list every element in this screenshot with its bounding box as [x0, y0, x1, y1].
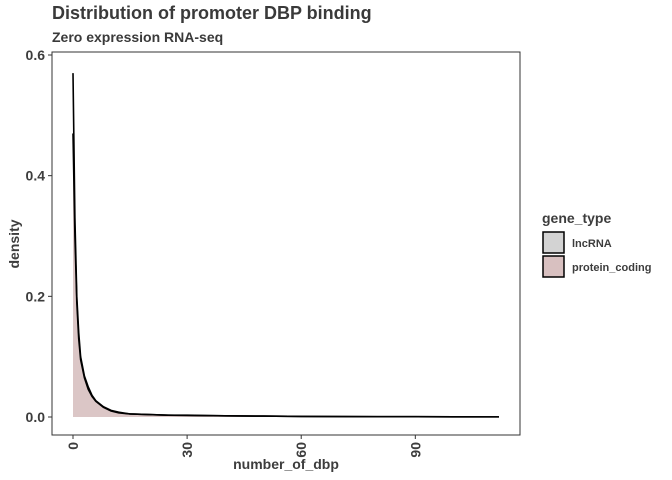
y-tick-label: 0.6 — [26, 47, 46, 63]
x-tick-label: 30 — [179, 442, 195, 458]
series-area-protein-coding — [73, 133, 499, 417]
x-axis: 0 30 60 90 — [65, 435, 423, 458]
y-tick-label: 0.4 — [26, 168, 46, 184]
x-tick-label: 90 — [407, 442, 423, 458]
y-axis-title: density — [6, 219, 22, 268]
y-tick-label: 0.2 — [26, 288, 46, 304]
series-line-protein-coding — [72, 133, 500, 418]
y-tick-label: 0.0 — [26, 409, 46, 425]
x-tick-label: 60 — [293, 442, 309, 458]
series-lines — [72, 73, 500, 418]
series-line-lncRNA — [72, 73, 500, 418]
y-axis: 0.0 0.2 0.4 0.6 — [26, 47, 52, 425]
plot-panel-border — [51, 51, 521, 436]
legend-title: gene_type — [542, 210, 611, 226]
series-area-lncRNA — [73, 73, 499, 417]
series-areas — [73, 73, 499, 417]
x-axis-title: number_of_dbp — [233, 456, 339, 472]
chart-title: Distribution of promoter DBP binding — [52, 3, 372, 23]
legend-key-lncRNA — [542, 231, 565, 254]
chart-subtitle: Zero expression RNA-seq — [52, 29, 224, 45]
legend-label-protein-coding: protein_coding — [572, 262, 651, 274]
legend: gene_type lncRNA protein_coding — [542, 210, 651, 278]
legend-key-protein-coding — [542, 255, 565, 278]
legend-label-lncRNA: lncRNA — [572, 238, 612, 250]
x-tick-label: 0 — [65, 442, 81, 450]
